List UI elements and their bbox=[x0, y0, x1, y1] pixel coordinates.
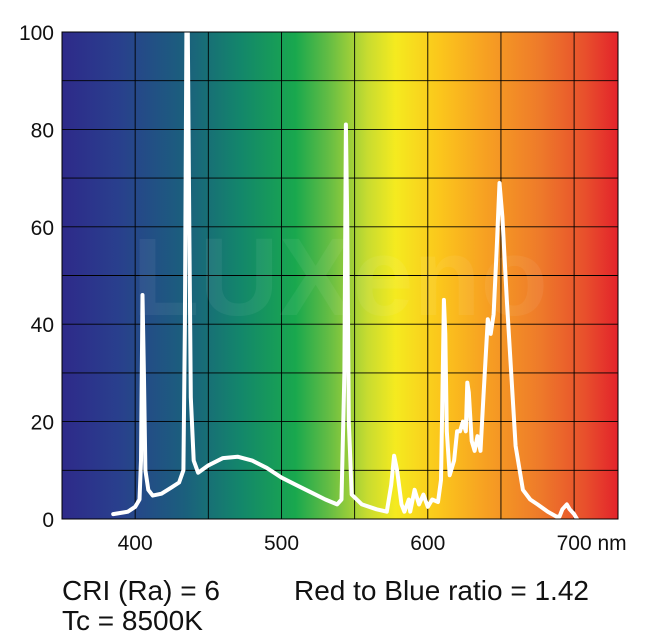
x-tick-label: 400 bbox=[118, 532, 153, 555]
watermark: LUXeno bbox=[132, 216, 548, 339]
y-tick-label: 40 bbox=[31, 314, 54, 337]
y-tick-label: 60 bbox=[31, 217, 54, 240]
x-tick-label: 500 bbox=[264, 532, 299, 555]
grid bbox=[62, 32, 618, 519]
y-tick-label: 80 bbox=[31, 119, 54, 142]
x-tick-label: 700 nm bbox=[557, 532, 627, 555]
x-axis: 400 500 600 700 nm bbox=[118, 532, 627, 555]
y-tick-label: 100 bbox=[19, 22, 54, 45]
plot-frame bbox=[61, 31, 619, 520]
y-tick-label: 20 bbox=[31, 412, 54, 435]
spectrum-chart: LUXeno 0 20 40 60 80 100 400 500 600 700 nm bbox=[19, 22, 627, 555]
red-blue-ratio-label: Red to Blue ratio = 1.42 bbox=[294, 575, 589, 606]
y-tick-label: 0 bbox=[42, 509, 54, 532]
x-tick-label: 600 bbox=[410, 532, 445, 555]
y-axis: 0 20 40 60 80 100 bbox=[19, 22, 54, 532]
tc-label: Tc = 8500K bbox=[62, 605, 203, 636]
cri-label: CRI (Ra) = 6 bbox=[62, 575, 220, 606]
